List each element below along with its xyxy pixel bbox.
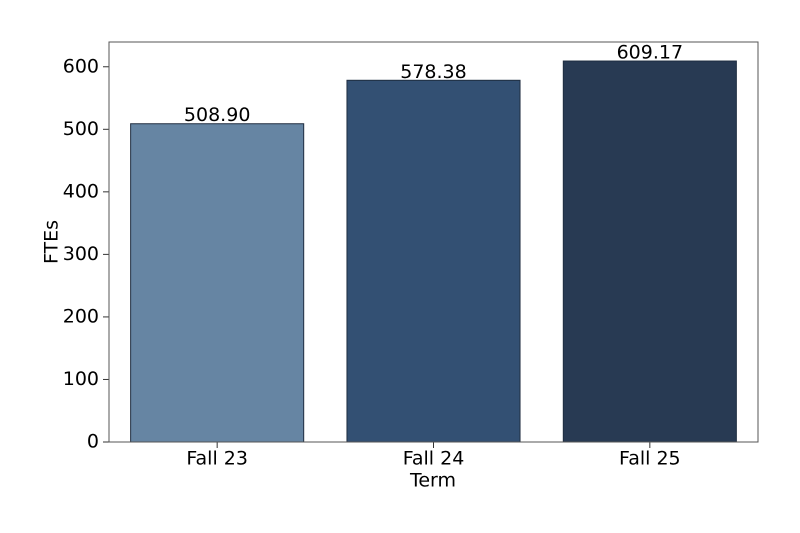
- bar: [130, 123, 305, 443]
- value-label: 609.17: [617, 42, 683, 64]
- value-label: 508.90: [184, 104, 250, 126]
- y-axis-label: FTEs: [41, 220, 63, 264]
- plot-frame: [108, 41, 759, 443]
- y-tick-label: 200: [63, 305, 99, 327]
- y-tick-label: 0: [87, 431, 99, 453]
- bar: [346, 79, 521, 443]
- x-tick-label: Fall 24: [403, 448, 465, 470]
- y-tick-label: 600: [63, 55, 99, 77]
- bar: [562, 60, 737, 443]
- x-tick-label: Fall 23: [186, 448, 248, 470]
- y-tick-label: 300: [63, 243, 99, 265]
- x-tick-label: Fall 25: [619, 448, 681, 470]
- x-axis-label: Term: [409, 470, 456, 492]
- value-label: 578.38: [400, 61, 466, 83]
- y-tick-label: 400: [63, 180, 99, 202]
- y-tick-label: 100: [63, 368, 99, 390]
- y-tick-label: 500: [63, 118, 99, 140]
